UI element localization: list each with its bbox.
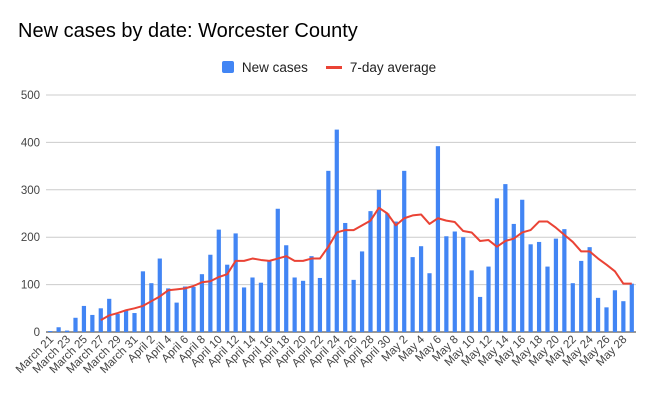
bar-52	[486, 266, 491, 332]
bar-12	[149, 283, 154, 332]
bar-60	[553, 238, 559, 332]
bar-24	[250, 277, 255, 332]
bar-49	[461, 237, 466, 332]
bar-33	[326, 170, 331, 332]
bar-18	[199, 274, 205, 332]
bar-42	[402, 170, 407, 332]
y-tick-label-500: 500	[21, 90, 40, 102]
bar-34	[334, 129, 339, 332]
bar-16	[182, 286, 188, 332]
bar-3	[73, 317, 78, 332]
bar-51	[477, 296, 483, 332]
bar-15	[174, 302, 179, 332]
bar-19	[208, 254, 213, 332]
bar-56	[520, 199, 525, 332]
bar-54	[503, 184, 508, 332]
bar-0	[48, 331, 53, 332]
legend-swatch-new-cases	[221, 61, 234, 73]
bar-44	[418, 246, 424, 332]
bar-43	[410, 257, 415, 332]
bar-41	[393, 221, 398, 332]
bar-29	[292, 277, 297, 332]
bar-53	[494, 198, 500, 332]
bar-28	[284, 245, 289, 332]
bar-8	[115, 313, 120, 332]
y-tick-label-100: 100	[21, 280, 40, 292]
bar-31	[309, 256, 314, 332]
bar-59	[545, 266, 550, 332]
series-line-7-day-average	[100, 206, 632, 322]
bar-6	[98, 308, 103, 332]
y-tick-label-400: 400	[21, 137, 40, 149]
bar-48	[452, 231, 457, 332]
bar-22	[233, 233, 238, 332]
bar-47	[444, 236, 449, 332]
bar-4	[81, 305, 87, 332]
bar-38	[368, 211, 373, 332]
bar-23	[241, 287, 247, 332]
bar-20	[216, 229, 221, 332]
bar-63	[579, 260, 584, 332]
bar-10	[132, 313, 137, 332]
bar-32	[317, 277, 323, 332]
legend-item-7-day-average: 7-day average	[325, 59, 437, 75]
bar-67	[612, 290, 618, 332]
legend: New cases 7-day average	[0, 58, 658, 76]
bar-30	[300, 280, 306, 332]
bar-5	[90, 314, 95, 332]
bar-35	[343, 222, 348, 332]
legend-item-new-cases: New cases	[221, 59, 308, 75]
chart-title: New cases by date: Worcester County	[18, 20, 358, 42]
bar-50	[469, 270, 474, 332]
bar-2	[64, 330, 70, 332]
legend-label-7-day-average: 7-day average	[349, 59, 437, 75]
bar-55	[511, 223, 516, 332]
bar-61	[562, 229, 567, 332]
bar-57	[528, 244, 533, 332]
bar-36	[351, 279, 356, 332]
bar-39	[376, 189, 382, 332]
bar-21	[225, 264, 230, 332]
bar-14	[166, 288, 171, 332]
bar-68	[621, 301, 626, 332]
bar-37	[359, 251, 365, 332]
bar-62	[570, 283, 575, 332]
bar-46	[435, 146, 441, 332]
bar-45	[427, 273, 432, 332]
bar-64	[587, 247, 592, 332]
bar-40	[385, 213, 390, 332]
bar-58	[536, 241, 542, 332]
y-tick-label-200: 200	[21, 232, 40, 244]
bar-11	[140, 271, 146, 332]
legend-label-new-cases: New cases	[241, 59, 308, 75]
bar-25	[258, 282, 264, 332]
bar-17	[191, 286, 196, 332]
bar-26	[267, 260, 272, 332]
bar-9	[123, 310, 129, 332]
y-tick-label-300: 300	[21, 185, 40, 197]
bar-69	[629, 283, 634, 332]
bar-27	[275, 208, 280, 332]
y-tick-label-0: 0	[34, 327, 40, 339]
legend-swatch-7-day-average	[325, 65, 342, 69]
bar-66	[604, 307, 609, 332]
bar-65	[595, 297, 601, 332]
bar-1	[56, 327, 61, 332]
